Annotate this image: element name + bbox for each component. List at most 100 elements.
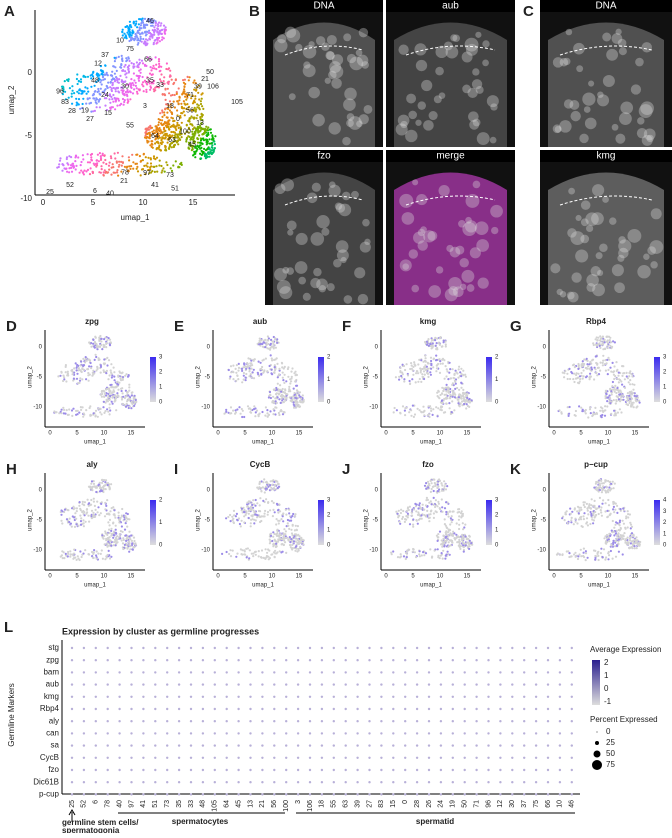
cluster-label: 83	[61, 99, 69, 106]
cell	[399, 194, 413, 208]
umap-point	[621, 384, 623, 386]
umap-point	[176, 93, 178, 95]
umap-point	[430, 357, 432, 359]
umap-point	[136, 168, 138, 170]
umap-point	[114, 157, 116, 159]
umap-point	[96, 343, 98, 345]
umap-point	[79, 501, 81, 503]
umap-point	[282, 372, 284, 374]
umap-point	[149, 125, 151, 127]
umap-point	[97, 88, 99, 90]
umap-point	[118, 82, 120, 84]
umap-point	[77, 365, 79, 367]
umap-point	[284, 388, 286, 390]
cell	[400, 259, 412, 271]
umap-point	[196, 150, 198, 152]
umap-point	[65, 364, 67, 366]
umap-point	[391, 553, 393, 555]
umap-point	[143, 42, 145, 44]
umap-point	[433, 358, 435, 360]
umap-point	[150, 162, 152, 164]
umap-point	[135, 20, 137, 22]
umap-point	[604, 348, 606, 350]
umap-point	[460, 368, 462, 370]
umap-point	[151, 127, 153, 129]
umap-point	[419, 367, 421, 369]
umap-point	[285, 380, 287, 382]
cell	[351, 191, 359, 199]
umap-point	[465, 544, 467, 546]
umap-point	[106, 339, 108, 341]
umap-point	[276, 535, 278, 537]
umap-point	[198, 134, 200, 136]
umap-point	[595, 483, 597, 485]
cell	[316, 36, 325, 45]
umap-point	[616, 505, 618, 507]
umap-point	[110, 530, 112, 532]
umap-point	[431, 503, 433, 505]
umap-point	[445, 501, 447, 503]
umap-point	[427, 362, 429, 364]
umap-point	[161, 111, 163, 113]
umap-point	[100, 408, 102, 410]
umap-point	[111, 401, 113, 403]
cell	[619, 112, 632, 125]
umap-point	[398, 515, 400, 517]
umap-point	[419, 518, 421, 520]
umap-point	[269, 484, 271, 486]
umap-point	[79, 369, 81, 371]
umap-point	[635, 395, 637, 397]
umap-point	[203, 151, 205, 153]
umap-point	[616, 369, 618, 371]
umap-point	[441, 402, 443, 404]
umap-point	[574, 552, 576, 554]
umap-point	[237, 378, 239, 380]
umap-point	[145, 164, 147, 166]
umap-point	[75, 414, 77, 416]
umap-point	[451, 400, 453, 402]
umap-point	[159, 137, 161, 139]
umap-point	[617, 412, 619, 414]
umap-point	[130, 165, 132, 167]
umap-point	[74, 557, 76, 559]
umap-point	[199, 144, 201, 146]
cluster-label: 10	[116, 38, 124, 45]
umap-point	[163, 25, 165, 27]
cell	[343, 33, 351, 41]
umap-point	[101, 534, 103, 536]
cell	[274, 268, 287, 281]
umap-point	[99, 482, 101, 484]
umap-point	[128, 30, 130, 32]
umap-point	[62, 407, 64, 409]
umap-point	[89, 405, 91, 407]
umap-point	[267, 335, 269, 337]
x-axis-label: umap_1	[420, 583, 442, 589]
umap-point	[282, 537, 284, 539]
umap-point	[604, 409, 606, 411]
umap-point	[611, 393, 613, 395]
umap-point	[444, 518, 446, 520]
umap-point	[626, 375, 628, 377]
umap-point	[606, 400, 608, 402]
umap-point	[618, 391, 620, 393]
umap-point	[127, 518, 129, 520]
umap-point	[436, 511, 438, 513]
y-tick-label: -5	[37, 375, 43, 381]
cell	[357, 55, 369, 67]
umap-point	[272, 536, 274, 538]
umap-point	[79, 559, 81, 561]
cluster-label: 105	[231, 99, 243, 106]
umap-point	[121, 165, 123, 167]
umap-point	[572, 364, 574, 366]
umap-point	[276, 389, 278, 391]
umap-point	[404, 521, 406, 523]
umap-point	[139, 155, 141, 157]
umap-point	[119, 75, 121, 77]
umap-point	[206, 139, 208, 141]
umap-point	[423, 370, 425, 372]
umap-point	[610, 341, 612, 343]
umap-point	[202, 92, 204, 94]
umap-point	[75, 168, 77, 170]
umap-point	[248, 367, 250, 369]
umap-point	[178, 103, 180, 105]
